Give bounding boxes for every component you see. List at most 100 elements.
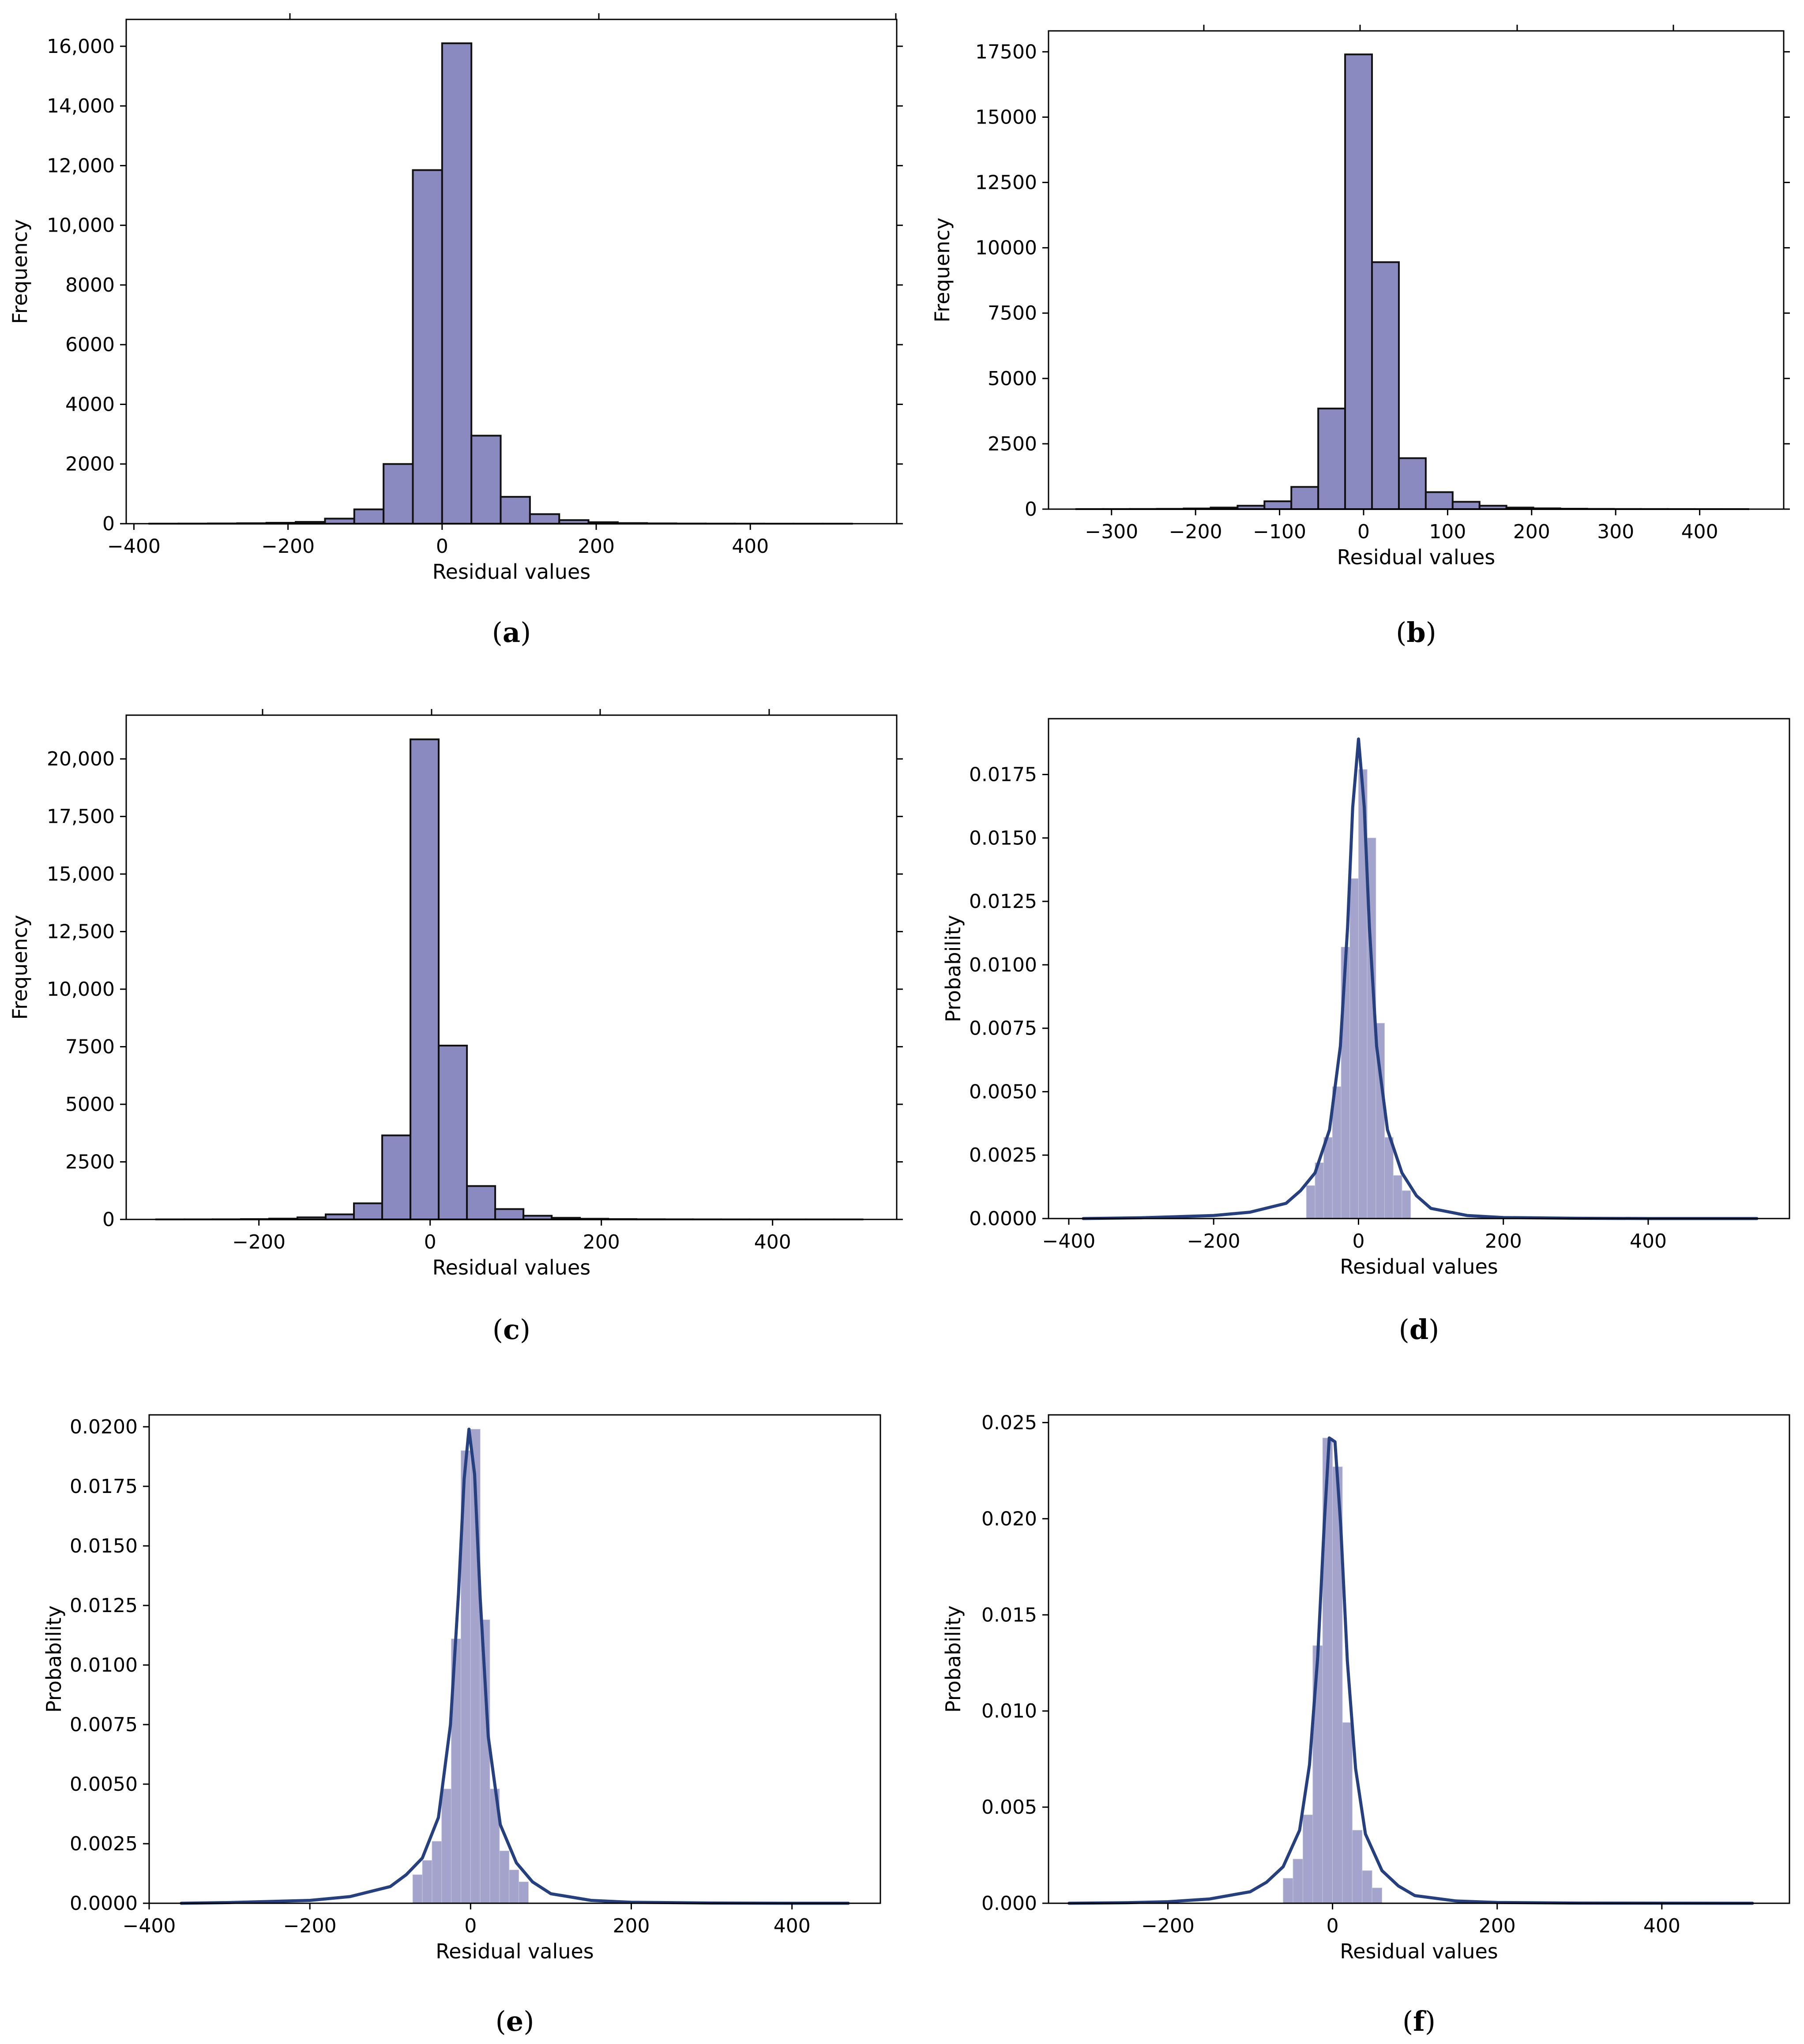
y-tick-label-c-1: 2500 xyxy=(65,1151,115,1174)
plot-frame-b xyxy=(1048,30,1785,510)
bar-b-13 xyxy=(1424,491,1454,510)
x-tick-label-a-0: −400 xyxy=(107,535,161,558)
bar-a-11 xyxy=(470,435,502,525)
y-axis-label-b: Frequency xyxy=(930,218,954,323)
bar-d-9 xyxy=(1384,1137,1394,1219)
panel-label-f: (f) xyxy=(1402,2005,1436,2037)
plot-frame-c xyxy=(125,714,898,1220)
x-tick-label-f-1: 0 xyxy=(1327,1915,1339,1937)
x-tick-label-d-4: 400 xyxy=(1630,1230,1667,1253)
bar-a-6 xyxy=(324,518,355,525)
x-tick-label-b-3: 0 xyxy=(1357,521,1370,543)
x-tick-label-b-4: 100 xyxy=(1429,521,1466,543)
y-axis-label-e: Probability xyxy=(42,1605,66,1713)
y-tick-label-c-2: 5000 xyxy=(65,1093,115,1116)
bar-e-3 xyxy=(441,1789,452,1904)
bar-a-10 xyxy=(441,42,473,525)
y-tick-label-d-2: 0.0050 xyxy=(969,1080,1037,1103)
x-axis-label-a: Residual values xyxy=(432,560,591,584)
kde-curve-f xyxy=(1067,1436,1754,1905)
bar-b-14 xyxy=(1451,501,1481,510)
y-tick-label-e-4: 0.0100 xyxy=(70,1654,138,1676)
y-axis-label-a: Frequency xyxy=(8,219,32,324)
bar-d-5 xyxy=(1349,878,1359,1219)
bar-a-9 xyxy=(412,169,443,525)
bar-f-7 xyxy=(1352,1830,1363,1904)
y-tick-label-d-6: 0.0150 xyxy=(969,827,1037,849)
x-tick-label-e-0: −400 xyxy=(123,1915,176,1937)
bar-c-12 xyxy=(494,1208,525,1220)
x-tick-label-e-4: 400 xyxy=(774,1915,811,1937)
bar-e-9 xyxy=(499,1850,510,1904)
y-tick-label-c-4: 10,000 xyxy=(47,978,115,1001)
y-tick-label-c-5: 12,500 xyxy=(47,921,115,943)
y-tick-label-d-1: 0.0025 xyxy=(969,1144,1037,1166)
y-tick-label-a-3: 6000 xyxy=(65,334,115,356)
x-tick-label-b-2: −100 xyxy=(1253,521,1306,543)
y-tick-label-d-3: 0.0075 xyxy=(969,1017,1037,1040)
bar-c-7 xyxy=(353,1202,383,1221)
bar-e-2 xyxy=(432,1841,442,1904)
x-tick-label-b-7: 400 xyxy=(1681,521,1718,543)
bar-a-7 xyxy=(353,508,385,525)
x-tick-label-c-1: 0 xyxy=(424,1231,436,1253)
bar-c-6 xyxy=(325,1213,355,1221)
bar-c-8 xyxy=(381,1134,412,1220)
bar-f-2 xyxy=(1302,1815,1313,1904)
panel-label-e: (e) xyxy=(496,2005,534,2037)
bar-a-13 xyxy=(529,513,560,525)
x-tick-label-d-1: −200 xyxy=(1187,1230,1240,1253)
x-tick-label-e-2: 0 xyxy=(464,1915,477,1937)
y-tick-label-d-4: 0.0100 xyxy=(969,954,1037,976)
y-tick-label-a-2: 4000 xyxy=(65,393,115,416)
x-tick-label-b-1: −200 xyxy=(1169,521,1222,543)
x-tick-label-c-2: 200 xyxy=(583,1231,620,1253)
y-tick-label-b-0: 0 xyxy=(1025,498,1037,521)
y-tick-label-a-5: 10,000 xyxy=(47,214,115,237)
bar-d-10 xyxy=(1393,1175,1402,1219)
bar-e-0 xyxy=(412,1874,423,1904)
plot-frame-a xyxy=(125,19,898,525)
y-tick-label-c-3: 7500 xyxy=(65,1036,115,1058)
x-tick-label-a-3: 200 xyxy=(578,535,615,558)
x-tick-label-b-5: 200 xyxy=(1513,521,1550,543)
y-tick-label-f-2: 0.010 xyxy=(981,1700,1037,1722)
x-tick-label-b-0: −300 xyxy=(1085,521,1138,543)
y-tick-label-f-0: 0.000 xyxy=(981,1892,1037,1915)
x-tick-label-a-2: 0 xyxy=(436,535,448,558)
y-tick-label-c-6: 15,000 xyxy=(47,863,115,885)
bar-c-10 xyxy=(438,1044,468,1221)
y-tick-label-a-0: 0 xyxy=(102,513,115,535)
y-tick-label-e-2: 0.0050 xyxy=(70,1773,138,1796)
x-tick-label-f-0: −200 xyxy=(1141,1915,1195,1937)
bar-f-9 xyxy=(1372,1887,1383,1904)
x-tick-label-d-2: 0 xyxy=(1352,1230,1364,1253)
y-tick-label-a-7: 14,000 xyxy=(47,95,115,117)
y-tick-label-e-3: 0.0075 xyxy=(70,1714,138,1736)
panel-f-probability-plot: −200 0 200 400 0.000 0.005 0.010 0.015 0.020 0.02… xyxy=(941,1411,1790,2037)
kde-curve-e xyxy=(180,1427,850,1905)
y-tick-label-c-7: 17,500 xyxy=(47,806,115,828)
y-tick-label-d-5: 0.0125 xyxy=(969,890,1037,913)
x-tick-label-c-3: 400 xyxy=(754,1231,791,1253)
y-tick-label-f-1: 0.005 xyxy=(981,1796,1037,1819)
y-tick-label-c-0: 0 xyxy=(102,1208,115,1231)
bar-a-8 xyxy=(383,463,414,525)
bar-b-9 xyxy=(1317,407,1346,510)
y-tick-label-d-7: 0.0175 xyxy=(969,764,1037,786)
bar-e-11 xyxy=(519,1881,529,1904)
y-tick-label-a-1: 2000 xyxy=(65,453,115,476)
plot-frame-d xyxy=(1048,718,1790,1219)
y-tick-label-b-6: 15000 xyxy=(975,106,1037,128)
bar-b-11 xyxy=(1371,261,1400,510)
bar-b-8 xyxy=(1290,486,1319,510)
y-tick-label-b-1: 2500 xyxy=(988,433,1037,455)
y-tick-label-a-8: 16,000 xyxy=(47,35,115,58)
y-tick-label-e-7: 0.0175 xyxy=(70,1475,138,1498)
y-tick-label-c-8: 20,000 xyxy=(47,748,115,770)
panel-b-histogram: −300 −200 −100 0 100 200 300 400 0 2500 5000 7500 10… xyxy=(930,25,1790,649)
y-axis-label-c: Frequency xyxy=(8,915,32,1020)
panel-label-d: (d) xyxy=(1399,1313,1439,1346)
bar-f-8 xyxy=(1362,1870,1372,1904)
x-tick-label-d-0: −400 xyxy=(1042,1230,1096,1253)
